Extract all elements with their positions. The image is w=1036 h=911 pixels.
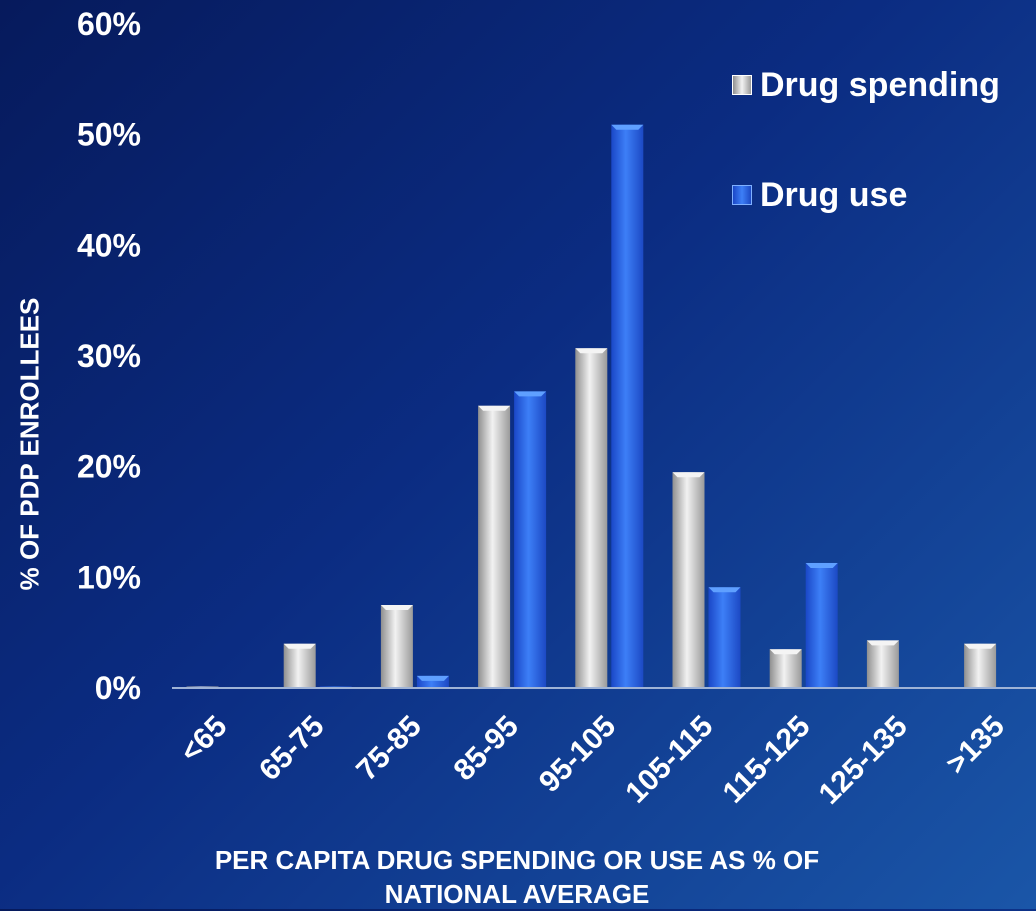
bar-drug-spending <box>380 605 413 688</box>
bar-cap-drug-spending <box>380 605 413 610</box>
bar-cap-drug-use <box>611 124 644 130</box>
bar-drug-spending <box>964 643 997 688</box>
bar-cap-drug-spending <box>769 649 802 655</box>
bar-cap-drug-use <box>805 562 838 568</box>
bar-drug-spending <box>769 649 802 688</box>
x-tick-label: 115-125 <box>717 710 817 810</box>
x-tick-label: >135 <box>940 710 1011 781</box>
x-tick-label: 95-105 <box>533 710 622 799</box>
y-axis-ticks: 0% 10% 20% 30% 40% 50% 60% <box>77 6 141 706</box>
y-tick-label: 50% <box>77 117 141 153</box>
bar-drug-use <box>611 124 644 688</box>
bar-cap-drug-spending <box>866 640 899 646</box>
legend-label-drug-use: Drug use <box>760 175 908 214</box>
x-tick-label: 65-75 <box>253 710 331 788</box>
legend-swatch-drug-spending <box>732 75 752 95</box>
x-tick-label: 105-115 <box>619 710 719 810</box>
bar-drug-spending <box>866 640 899 688</box>
bar-drug-spending <box>478 405 511 688</box>
legend-label-drug-spending: Drug spending <box>760 65 1000 104</box>
legend-item-drug-use: Drug use <box>732 172 1000 218</box>
bar-drug-use <box>514 391 547 688</box>
legend: Drug spending Drug use <box>732 62 1000 218</box>
bar-drug-use <box>708 587 741 688</box>
bars-group <box>186 124 997 688</box>
bar-drug-spending <box>672 472 705 688</box>
legend-item-drug-spending: Drug spending <box>732 62 1000 108</box>
y-tick-label: 20% <box>77 449 141 485</box>
bar-cap-drug-spending <box>964 643 997 649</box>
bar-cap-drug-use <box>416 675 449 681</box>
y-tick-label: 0% <box>95 670 141 706</box>
bar-drug-use <box>805 562 838 688</box>
bar-drug-spending <box>283 643 316 688</box>
x-tick-label: <65 <box>174 710 233 769</box>
legend-swatch-drug-use <box>732 185 752 205</box>
y-tick-label: 60% <box>77 6 141 42</box>
x-axis-label: PER CAPITA DRUG SPENDING OR USE AS % OF … <box>214 845 820 909</box>
bar-cap-drug-spending <box>283 643 316 649</box>
x-tick-label: 85-95 <box>447 710 525 788</box>
bar-cap-drug-spending <box>575 348 608 354</box>
y-tick-label: 40% <box>77 227 141 263</box>
x-axis-ticks: <65 65-75 75-85 85-95 95-105105-115115-12512… <box>174 710 1011 811</box>
bar-cap-drug-spending <box>478 405 511 411</box>
x-tick-label: 75-85 <box>350 710 428 788</box>
bar-drug-spending <box>575 348 608 688</box>
bar-cap-drug-spending <box>672 472 705 478</box>
bar-cap-drug-use <box>514 391 547 397</box>
y-axis-label: % OF PDP ENROLLEES <box>14 297 45 591</box>
bar-cap-drug-use <box>708 587 741 593</box>
x-tick-label: 125-135 <box>813 710 914 811</box>
y-tick-label: 10% <box>77 559 141 595</box>
y-tick-label: 30% <box>77 338 141 374</box>
